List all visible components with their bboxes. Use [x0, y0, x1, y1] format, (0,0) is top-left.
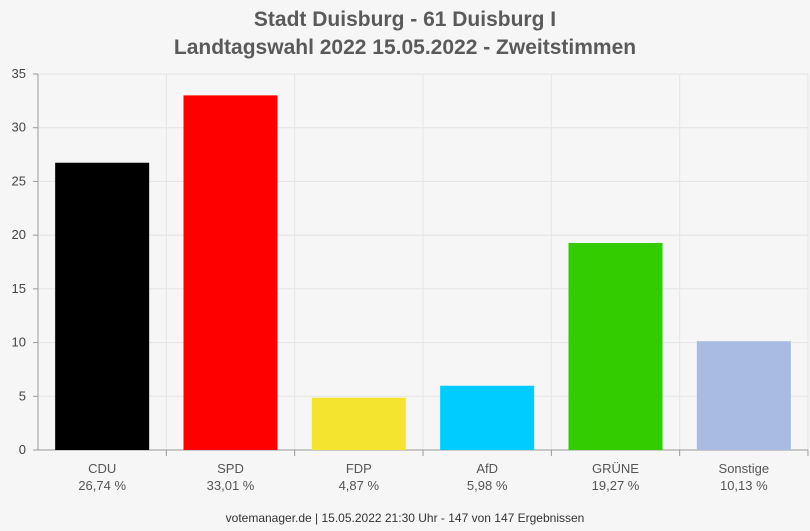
category-label: GRÜNE — [592, 461, 639, 476]
value-label: 19,27 % — [592, 478, 640, 493]
value-label: 10,13 % — [720, 478, 768, 493]
category-label: Sonstige — [719, 461, 770, 476]
bar-sonstige — [696, 341, 791, 450]
y-tick-label: 25 — [12, 173, 26, 188]
bar-spd — [183, 95, 278, 450]
y-tick-label: 20 — [12, 227, 26, 242]
value-label: 4,87 % — [339, 478, 380, 493]
y-tick-label: 5 — [19, 388, 26, 403]
chart-subtitle: Landtagswahl 2022 15.05.2022 - Zweitstim… — [173, 36, 637, 59]
category-label: AfD — [476, 461, 498, 476]
chart-title: Stadt Duisburg - 61 Duisburg I — [253, 8, 557, 31]
y-tick-label: 30 — [12, 120, 26, 135]
chart-footer: votemanager.de | 15.05.2022 21:30 Uhr - … — [225, 511, 585, 525]
bar-fdp — [311, 397, 406, 450]
y-tick-label: 10 — [12, 335, 26, 350]
category-label: FDP — [346, 461, 372, 476]
value-label: 33,01 % — [207, 478, 255, 493]
bar-cdu — [55, 162, 150, 450]
value-label: 5,98 % — [467, 478, 508, 493]
category-label: SPD — [217, 461, 244, 476]
labels: 0 5 10 15 20 25 30 35 CDU 26,74 % SPD 33,01 % FDP 4,8… — [12, 66, 770, 493]
bars — [55, 95, 791, 450]
grid-lines — [37, 73, 809, 451]
y-tick-label: 35 — [12, 66, 26, 81]
y-tick-label: 15 — [12, 281, 26, 296]
category-label: CDU — [88, 461, 116, 476]
value-label: 26,74 % — [78, 478, 126, 493]
y-tick-label: 0 — [19, 442, 26, 457]
bar-afd — [440, 385, 535, 450]
axes — [33, 73, 809, 456]
bar-grne — [568, 242, 663, 450]
